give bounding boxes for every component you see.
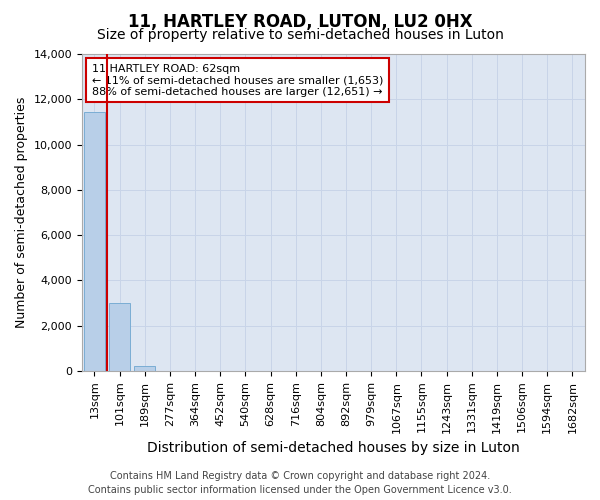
Text: 11, HARTLEY ROAD, LUTON, LU2 0HX: 11, HARTLEY ROAD, LUTON, LU2 0HX — [128, 12, 472, 30]
Bar — [134, 366, 155, 371]
Text: Contains HM Land Registry data © Crown copyright and database right 2024.
Contai: Contains HM Land Registry data © Crown c… — [88, 471, 512, 495]
Text: 11 HARTLEY ROAD: 62sqm
← 11% of semi-detached houses are smaller (1,653)
88% of : 11 HARTLEY ROAD: 62sqm ← 11% of semi-det… — [92, 64, 383, 96]
Bar — [84, 112, 105, 371]
X-axis label: Distribution of semi-detached houses by size in Luton: Distribution of semi-detached houses by … — [147, 441, 520, 455]
Text: Size of property relative to semi-detached houses in Luton: Size of property relative to semi-detach… — [97, 28, 503, 42]
Bar — [109, 303, 130, 371]
Y-axis label: Number of semi-detached properties: Number of semi-detached properties — [15, 97, 28, 328]
